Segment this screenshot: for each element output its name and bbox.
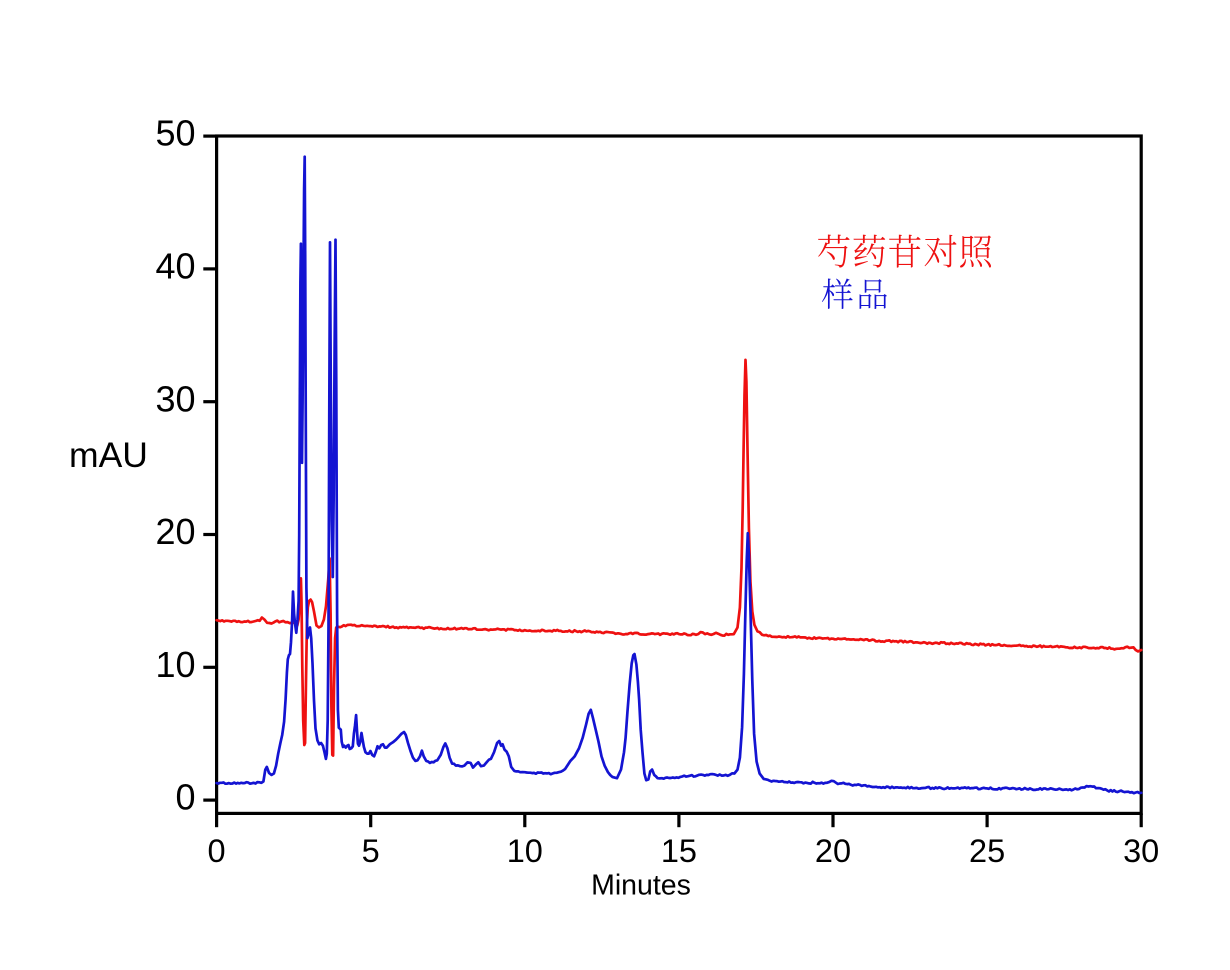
svg-text:50: 50: [155, 113, 195, 154]
svg-text:40: 40: [155, 246, 195, 287]
svg-text:30: 30: [155, 378, 195, 419]
svg-text:20: 20: [815, 833, 851, 869]
svg-text:10: 10: [155, 644, 195, 685]
svg-text:mAU: mAU: [69, 435, 148, 475]
svg-text:5: 5: [362, 833, 380, 869]
svg-text:25: 25: [969, 833, 1005, 869]
svg-text:20: 20: [155, 511, 195, 552]
svg-text:30: 30: [1123, 833, 1159, 869]
svg-text:15: 15: [661, 833, 697, 869]
svg-text:Minutes: Minutes: [591, 869, 691, 901]
svg-text:10: 10: [507, 833, 543, 869]
svg-text:0: 0: [208, 833, 226, 869]
svg-text:0: 0: [175, 777, 195, 818]
